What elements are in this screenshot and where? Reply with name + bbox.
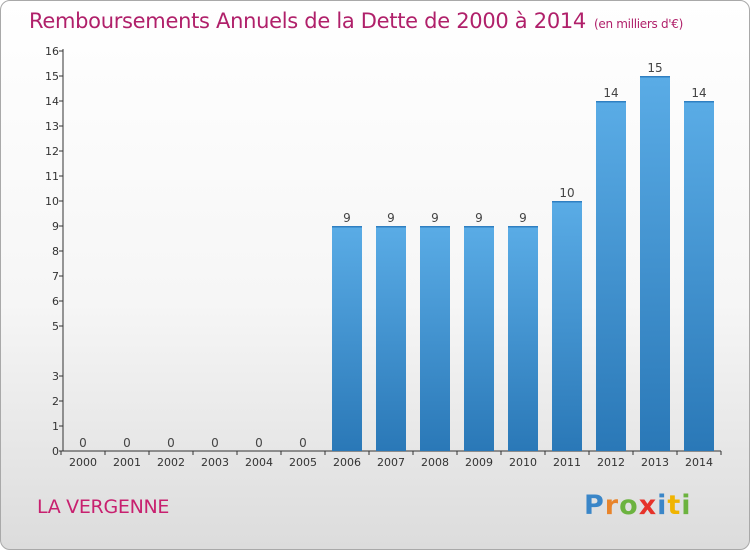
y-tick-label: 5 <box>52 320 59 333</box>
data-label: 9 <box>519 211 527 225</box>
bar-top-edge <box>640 76 670 78</box>
y-tick-label: 0 <box>52 445 59 458</box>
bar-top-edge <box>508 226 538 228</box>
bar <box>420 226 450 451</box>
bar-top-edge <box>376 226 406 228</box>
x-tick-label: 2006 <box>333 456 361 469</box>
data-label: 0 <box>299 436 307 450</box>
x-tick-label: 2010 <box>509 456 537 469</box>
chart-title-text: Remboursements Annuels de la Dette de 20… <box>29 9 586 33</box>
bar-top-edge <box>684 101 714 103</box>
bar-top-edge <box>596 101 626 103</box>
y-tick-label: 12 <box>45 145 59 158</box>
bar <box>332 226 362 451</box>
bar <box>596 101 626 451</box>
data-label: 0 <box>255 436 263 450</box>
y-tick-label: 13 <box>45 120 59 133</box>
bar <box>464 226 494 451</box>
bar-top-edge <box>464 226 494 228</box>
bar <box>640 76 670 451</box>
data-label: 0 <box>211 436 219 450</box>
bar <box>552 201 582 451</box>
y-tick-label: 1 <box>52 420 59 433</box>
x-tick-label: 2011 <box>553 456 581 469</box>
y-tick-label: 10 <box>45 195 59 208</box>
data-label: 14 <box>603 86 618 100</box>
y-tick-label: 11 <box>45 170 59 183</box>
logo-letter: r <box>604 490 620 521</box>
data-label: 14 <box>691 86 706 100</box>
x-tick-label: 2005 <box>289 456 317 469</box>
bar-top-edge <box>420 226 450 228</box>
y-tick-label: 14 <box>45 95 59 108</box>
y-tick-label: 16 <box>45 45 59 58</box>
y-tick-label: 3 <box>52 370 59 383</box>
data-label: 0 <box>79 436 87 450</box>
x-tick-label: 2013 <box>641 456 669 469</box>
data-label: 15 <box>647 61 662 75</box>
data-label: 10 <box>559 186 574 200</box>
x-tick-label: 2000 <box>69 456 97 469</box>
data-label: 0 <box>123 436 131 450</box>
x-tick-label: 2001 <box>113 456 141 469</box>
x-tick-label: 2002 <box>157 456 185 469</box>
y-tick-label: 15 <box>45 70 59 83</box>
y-tick-label: 8 <box>52 245 59 258</box>
bar <box>376 226 406 451</box>
proxiti-logo: Proxiti <box>584 490 692 521</box>
x-tick-label: 2012 <box>597 456 625 469</box>
x-tick-label: 2014 <box>685 456 713 469</box>
data-label: 0 <box>167 436 175 450</box>
logo-letter: i <box>657 490 668 521</box>
logo-letter: o <box>619 490 639 521</box>
y-tick-label: 7 <box>52 270 59 283</box>
x-tick-label: 2003 <box>201 456 229 469</box>
bar <box>684 101 714 451</box>
chart-subtitle: (en milliers d'€) <box>594 17 684 31</box>
data-label: 9 <box>343 211 351 225</box>
x-tick-label: 2009 <box>465 456 493 469</box>
logo-letter: i <box>681 490 692 521</box>
x-tick-label: 2004 <box>245 456 273 469</box>
bar-top-edge <box>332 226 362 228</box>
y-tick-label: 9 <box>52 220 59 233</box>
x-tick-label: 2008 <box>421 456 449 469</box>
logo-letter: P <box>584 490 605 521</box>
logo-letter: x <box>638 490 658 521</box>
place-name: LA VERGENNE <box>37 496 170 518</box>
bar <box>508 226 538 451</box>
y-tick-label: 2 <box>52 395 59 408</box>
y-tick-label: 6 <box>52 295 59 308</box>
logo-letter: t <box>667 490 682 521</box>
x-tick-label: 2007 <box>377 456 405 469</box>
data-label: 9 <box>431 211 439 225</box>
bar-top-edge <box>552 201 582 203</box>
data-label: 9 <box>475 211 483 225</box>
chart-title: Remboursements Annuels de la Dette de 20… <box>29 9 683 33</box>
data-label: 9 <box>387 211 395 225</box>
